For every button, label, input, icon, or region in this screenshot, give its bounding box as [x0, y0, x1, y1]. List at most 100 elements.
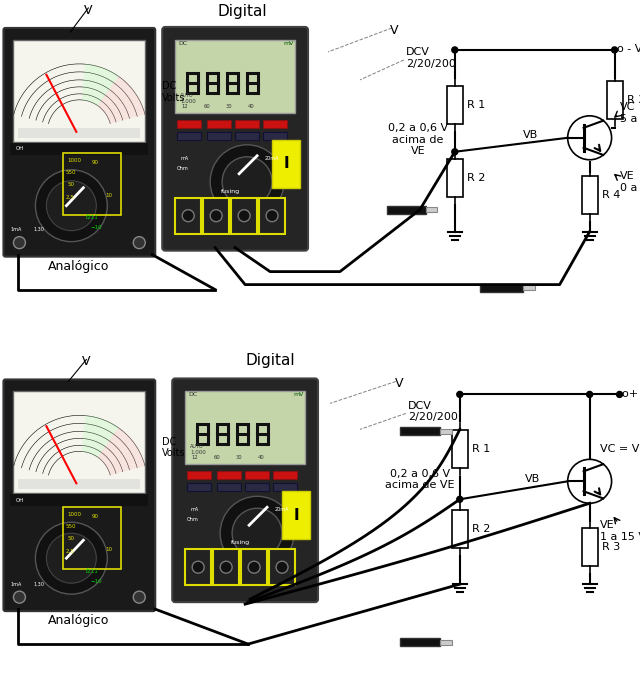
Bar — [282, 491, 310, 539]
Text: Digital: Digital — [218, 4, 267, 19]
Bar — [259, 198, 285, 233]
Text: 1mA: 1mA — [10, 582, 22, 586]
Text: R 2: R 2 — [467, 173, 485, 182]
Text: 40: 40 — [248, 104, 255, 109]
Text: mV: mV — [283, 41, 293, 46]
Bar — [400, 427, 440, 435]
Text: 60: 60 — [214, 455, 221, 461]
Text: 550: 550 — [65, 524, 76, 529]
Bar — [207, 132, 231, 140]
Circle shape — [266, 210, 278, 222]
Bar — [241, 549, 267, 585]
Bar — [447, 86, 463, 124]
Bar — [177, 120, 201, 128]
Text: R 1: R 1 — [467, 100, 485, 110]
Text: 30: 30 — [226, 104, 232, 109]
Text: 90: 90 — [92, 160, 99, 165]
Text: −10: −10 — [90, 579, 102, 584]
Text: 1000: 1000 — [67, 512, 81, 517]
Text: 550: 550 — [65, 170, 76, 175]
Text: 1,30: 1,30 — [33, 227, 44, 232]
Bar — [607, 81, 623, 119]
Circle shape — [457, 496, 463, 503]
Text: o - Vcc: o - Vcc — [616, 44, 640, 54]
Circle shape — [46, 533, 96, 583]
Circle shape — [220, 496, 294, 570]
Text: 1,30: 1,30 — [33, 582, 44, 586]
Circle shape — [238, 210, 250, 222]
FancyBboxPatch shape — [172, 378, 318, 602]
Bar — [13, 40, 145, 142]
Circle shape — [452, 149, 458, 154]
Circle shape — [232, 508, 282, 559]
Circle shape — [220, 561, 232, 573]
Bar — [187, 471, 211, 480]
Text: o+ Vcc: o+ Vcc — [621, 389, 640, 399]
Text: DC
Volts: DC Volts — [162, 81, 186, 103]
Text: R 2: R 2 — [472, 524, 490, 534]
Circle shape — [133, 591, 145, 603]
Bar — [272, 140, 300, 188]
Bar — [185, 391, 305, 464]
Circle shape — [612, 47, 618, 53]
Text: VE
1 a 15 V: VE 1 a 15 V — [600, 521, 640, 542]
Text: 12: 12 — [192, 455, 198, 461]
Text: 90: 90 — [92, 514, 99, 519]
Text: VC
5 a 20 V: VC 5 a 20 V — [620, 102, 640, 124]
Circle shape — [457, 391, 463, 398]
FancyBboxPatch shape — [3, 380, 156, 611]
FancyBboxPatch shape — [3, 28, 156, 257]
Circle shape — [210, 145, 284, 219]
Circle shape — [248, 561, 260, 573]
Text: DC: DC — [178, 41, 188, 46]
Bar — [440, 640, 452, 644]
Bar — [245, 483, 269, 491]
Text: 50: 50 — [67, 536, 74, 541]
Bar — [582, 528, 598, 566]
Text: 2,5: 2,5 — [65, 549, 74, 554]
Circle shape — [587, 391, 593, 398]
Text: 40: 40 — [258, 455, 264, 461]
Text: V: V — [84, 4, 93, 17]
Text: I: I — [284, 157, 289, 171]
Bar — [426, 207, 437, 212]
Text: 0,2 a 0,6 V
acima de VE: 0,2 a 0,6 V acima de VE — [385, 468, 454, 490]
FancyBboxPatch shape — [162, 27, 308, 251]
Text: mV: mV — [293, 392, 303, 398]
Text: Ohm: Ohm — [187, 517, 199, 522]
Bar — [175, 198, 201, 233]
Bar — [273, 483, 297, 491]
Text: 12: 12 — [182, 104, 189, 109]
Text: DCV
2/20/200: DCV 2/20/200 — [406, 47, 456, 69]
Text: AUTO: AUTO — [190, 445, 204, 449]
Text: 20mA: 20mA — [265, 156, 280, 161]
Circle shape — [568, 116, 612, 160]
Text: 1mA: 1mA — [10, 227, 22, 232]
Bar — [187, 483, 211, 491]
Circle shape — [13, 237, 26, 249]
Bar — [273, 471, 297, 480]
Bar — [269, 549, 295, 585]
Circle shape — [452, 47, 458, 53]
Text: V: V — [395, 377, 403, 391]
Text: R 3: R 3 — [627, 95, 640, 105]
Text: V: V — [390, 24, 399, 37]
Text: VE
0 a 5 V: VE 0 a 5 V — [620, 171, 640, 192]
Text: 2,5: 2,5 — [65, 195, 74, 200]
Circle shape — [35, 170, 108, 242]
Text: AUTO: AUTO — [180, 93, 194, 98]
Bar — [175, 40, 295, 113]
Text: DC
Volts: DC Volts — [162, 437, 186, 458]
Text: VB: VB — [524, 475, 540, 484]
Text: 50: 50 — [67, 182, 74, 187]
Bar — [245, 471, 269, 480]
Text: 20mA: 20mA — [275, 507, 289, 512]
Text: −10: −10 — [90, 224, 102, 230]
Text: 0,2 a 0,6 V
acima de
VE: 0,2 a 0,6 V acima de VE — [388, 123, 448, 157]
Bar — [235, 120, 259, 128]
Bar — [582, 175, 598, 214]
Text: 10: 10 — [106, 547, 112, 552]
Text: Analógico: Analógico — [47, 614, 109, 627]
Text: OH: OH — [15, 146, 24, 151]
Circle shape — [616, 391, 623, 398]
